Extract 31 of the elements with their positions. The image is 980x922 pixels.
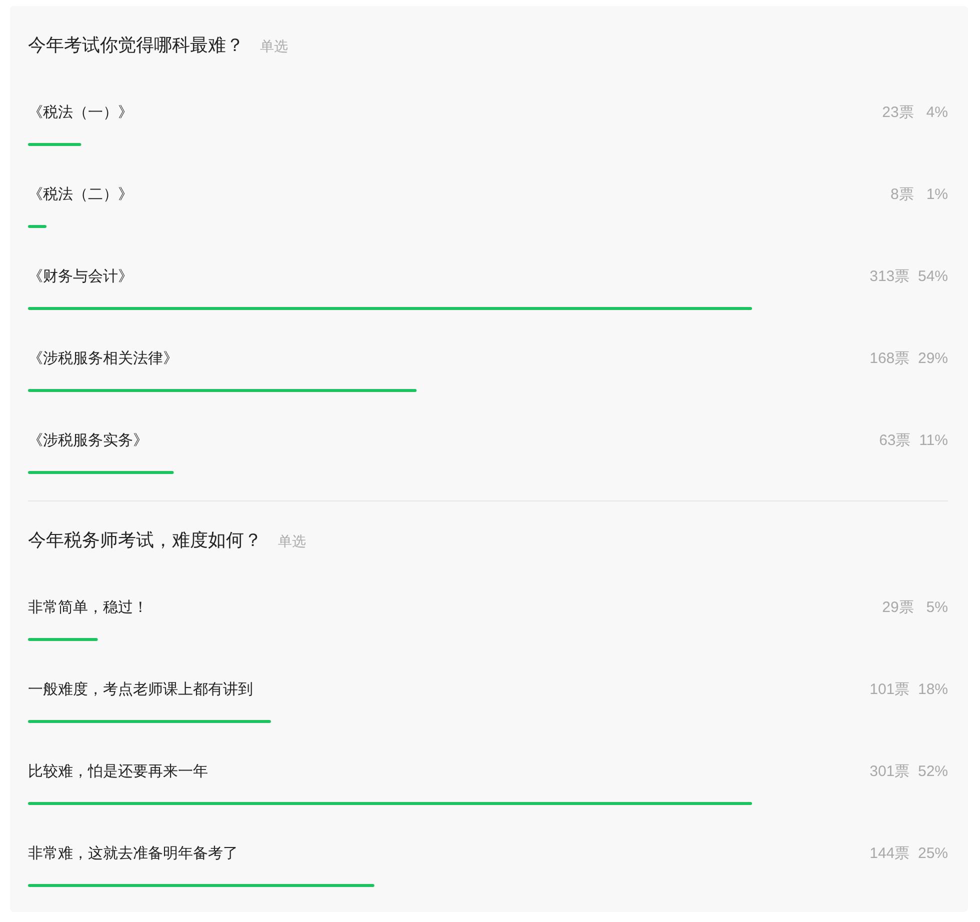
chart-subtitle: 单选 — [278, 533, 306, 549]
data-label: 101票 18% — [870, 681, 948, 698]
y-tick-label: 非常难，这就去准备明年备考了 — [28, 845, 238, 862]
bar — [28, 225, 47, 228]
bar — [28, 638, 98, 641]
bar — [28, 307, 752, 310]
data-label: 301票 52% — [870, 763, 948, 780]
bar — [28, 720, 271, 723]
bar — [28, 143, 82, 146]
bar — [28, 471, 174, 474]
data-label: 29票 5% — [882, 599, 948, 616]
data-label: 168票 29% — [870, 350, 948, 367]
y-tick-label: 非常简单，稳过！ — [28, 599, 148, 616]
data-label: 23票 4% — [882, 104, 948, 121]
bar — [28, 884, 374, 887]
chart-title: 今年考试你觉得哪科最难？ — [28, 35, 244, 55]
data-label: 313票 54% — [870, 268, 948, 285]
chart-title: 今年税务师考试，难度如何？ — [28, 530, 262, 550]
bar — [28, 802, 752, 805]
y-tick-label: 《涉税服务实务》 — [28, 432, 148, 449]
y-tick-label: 比较难，怕是还要再来一年 — [28, 763, 208, 780]
data-label: 8票 1% — [890, 186, 948, 203]
y-tick-label: 一般难度，考点老师课上都有讲到 — [28, 681, 253, 698]
chart-subtitle: 单选 — [260, 38, 288, 54]
data-label: 144票 25% — [870, 845, 948, 862]
bar — [28, 389, 417, 392]
y-tick-label: 《财务与会计》 — [28, 268, 133, 285]
y-tick-label: 《税法（二）》 — [28, 186, 133, 203]
data-label: 63票 11% — [879, 432, 948, 449]
y-tick-label: 《涉税服务相关法律》 — [28, 350, 178, 367]
y-tick-label: 《税法（一）》 — [28, 104, 133, 121]
